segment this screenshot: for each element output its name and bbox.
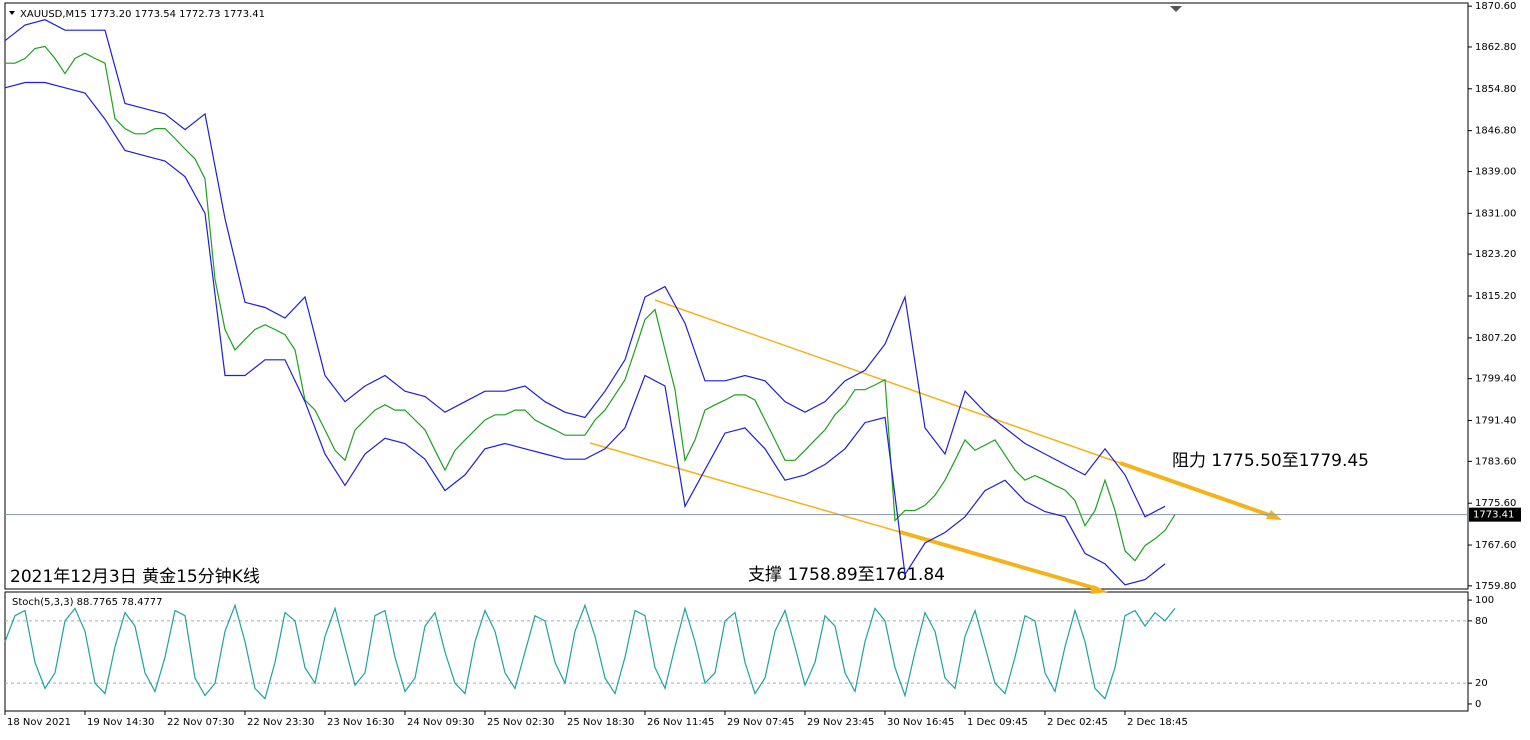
y-tick-label: 1783.60 — [1475, 456, 1516, 467]
arrow-head — [1090, 585, 1108, 594]
scroll-marker — [1170, 6, 1182, 12]
x-tick-label: 25 Nov 18:30 — [567, 717, 634, 728]
chart-title: XAUUSD,M15 1773.20 1773.54 1772.73 1773.… — [20, 9, 265, 20]
x-tick-label: 24 Nov 09:30 — [407, 717, 474, 728]
y-tick-label: 80 — [1475, 616, 1488, 627]
y-tick-label: 1839.00 — [1475, 166, 1516, 177]
y-tick-label: 1807.20 — [1475, 333, 1516, 344]
x-tick-label: 26 Nov 11:45 — [647, 717, 714, 728]
x-tick-label: 2 Dec 02:45 — [1047, 717, 1108, 728]
x-tick-label: 29 Nov 07:45 — [727, 717, 794, 728]
x-tick-label: 23 Nov 16:30 — [327, 717, 394, 728]
upper-trend — [654, 299, 1121, 464]
y-tick-label: 1815.20 — [1475, 291, 1516, 302]
x-tick-label: 19 Nov 14:30 — [87, 717, 154, 728]
annotation: 阻力 1775.50至1779.45 — [1172, 451, 1369, 471]
y-tick-label: 100 — [1475, 595, 1494, 606]
x-tick-label: 30 Nov 16:45 — [887, 717, 954, 728]
y-tick-label: 1823.20 — [1475, 249, 1516, 260]
x-tick-label: 25 Nov 02:30 — [487, 717, 554, 728]
menu-icon[interactable] — [9, 11, 15, 15]
y-tick-label: 0 — [1475, 699, 1481, 710]
y-tick-label: 1767.60 — [1475, 540, 1516, 551]
y-tick-label: 1862.80 — [1475, 42, 1516, 53]
lower-trend — [589, 442, 901, 533]
y-tick-label: 1870.60 — [1475, 1, 1516, 12]
x-tick-label: 1 Dec 09:45 — [967, 717, 1028, 728]
x-tick-label: 18 Nov 2021 — [7, 717, 71, 728]
current-price-box — [1469, 507, 1521, 522]
series-line — [5, 45, 1176, 562]
series-line — [4, 603, 1176, 700]
stoch-panel — [4, 591, 1469, 712]
y-tick-label: 1854.80 — [1475, 84, 1516, 95]
x-tick-label: 22 Nov 23:30 — [247, 717, 314, 728]
y-tick-label: 1791.40 — [1475, 416, 1516, 427]
price-panel — [4, 2, 1469, 590]
y-tick-label: 1775.60 — [1475, 498, 1516, 509]
upper-arrow — [1119, 461, 1273, 518]
y-tick-label: 1759.80 — [1475, 581, 1516, 592]
stoch-title: Stoch(5,3,3) 88.7765 78.4777 — [12, 597, 163, 608]
y-tick-label: 1799.40 — [1475, 374, 1516, 385]
annotation: 2021年12月3日 黄金15分钟K线 — [10, 567, 260, 587]
annotation: 支撑 1758.89至1761.84 — [748, 565, 945, 585]
series-line — [4, 81, 1166, 586]
x-tick-label: 22 Nov 07:30 — [167, 717, 234, 728]
current-price-label: 1773.41 — [1473, 510, 1514, 521]
trend-lines — [589, 299, 1282, 594]
y-tick-label: 1831.00 — [1475, 208, 1516, 219]
y-tick-label: 20 — [1475, 678, 1488, 689]
y-tick-label: 1846.80 — [1475, 126, 1516, 137]
series-line — [4, 19, 1166, 518]
lower-arrow — [899, 530, 1099, 591]
x-tick-label: 2 Dec 18:45 — [1127, 717, 1188, 728]
x-tick-label: 29 Nov 23:45 — [807, 717, 874, 728]
